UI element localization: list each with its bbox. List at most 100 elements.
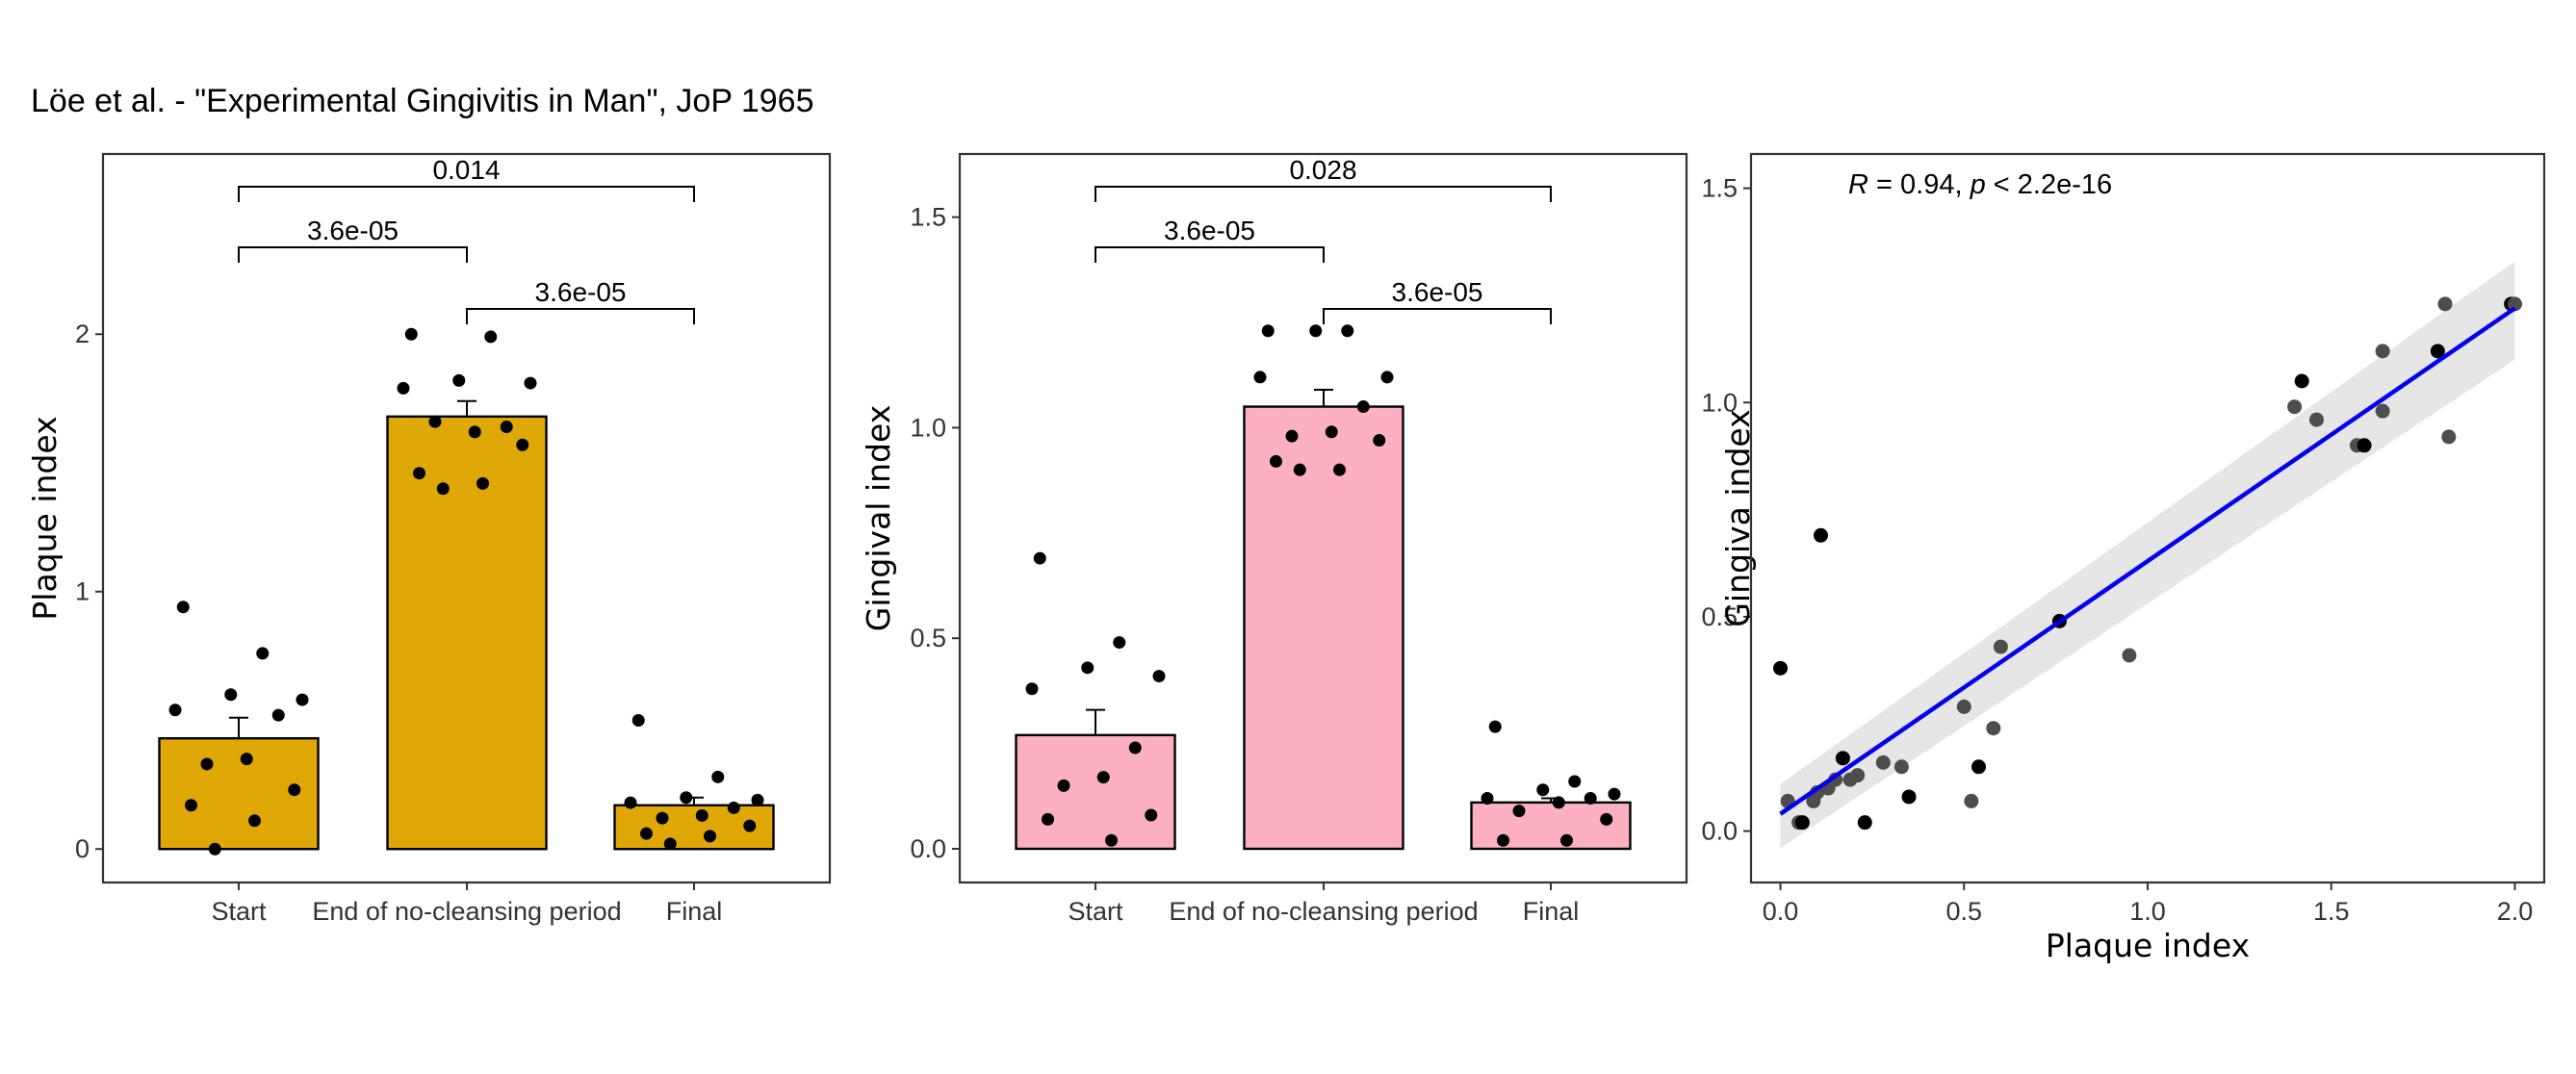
data-point <box>185 799 197 812</box>
scatter-point <box>1964 793 1979 808</box>
data-point <box>1309 324 1323 338</box>
data-point <box>1081 661 1095 675</box>
data-point <box>1488 720 1502 733</box>
y-tick-label: 1 <box>75 577 90 606</box>
x-tick-label: Final <box>666 897 723 926</box>
data-point <box>248 814 261 828</box>
significance-label-3: 0.028 <box>1289 155 1356 185</box>
data-point <box>656 811 669 825</box>
data-point <box>1128 741 1142 754</box>
panel-border <box>958 152 1688 884</box>
scatter-point <box>1993 639 2008 654</box>
scatter-point <box>2294 373 2309 389</box>
annotation-r: R <box>1848 169 1868 200</box>
x-axis-title: Plaque index <box>2046 927 2250 964</box>
x-tick-label: 0.0 <box>1763 897 1799 926</box>
significance-bracket-3 <box>238 186 695 202</box>
y-tick-label: 2 <box>75 320 90 348</box>
data-point <box>1113 636 1126 650</box>
x-tick-label: Final <box>1523 897 1580 926</box>
scatter-point <box>1986 721 2001 736</box>
data-point <box>224 688 238 702</box>
data-point <box>1497 833 1509 847</box>
correlation-annotation: R = 0.94, p < 2.2e-16 <box>1848 169 2112 200</box>
y-tick-label: 1.5 <box>1701 174 1738 203</box>
bar-2 <box>386 415 548 851</box>
scatter-point <box>2287 399 2303 415</box>
data-point <box>1285 429 1299 443</box>
data-point <box>695 808 708 822</box>
data-point <box>1608 787 1621 801</box>
data-point <box>663 837 677 851</box>
x-tick-label: Start <box>211 897 267 926</box>
scatter-point <box>2507 296 2522 312</box>
scatter-point <box>1813 527 1828 543</box>
data-point <box>680 791 693 805</box>
scatter-point <box>1850 768 1866 783</box>
scatter-point <box>1893 759 1909 775</box>
data-point <box>404 327 418 341</box>
data-point <box>500 421 513 434</box>
bar-2 <box>1243 405 1404 851</box>
data-point <box>176 601 190 614</box>
scatter-point <box>1956 699 1971 714</box>
chart-panel-1: 3.6e-05 3.6e-05 0.014 Start End of no-cleans… <box>26 152 832 926</box>
y-tick-label: 0 <box>75 834 90 863</box>
data-point <box>436 482 450 496</box>
significance-bracket-2 <box>1323 308 1552 324</box>
data-point <box>1552 796 1565 809</box>
regression-line <box>1779 306 2516 816</box>
significance-bracket-3 <box>1095 186 1552 202</box>
data-point <box>1356 400 1370 414</box>
chart-panel-3: R = 0.94, p < 2.2e-16 0.0 0.5 1.0 1.5 2.0 Plaq… <box>1701 152 2546 964</box>
panel-border <box>1749 152 2546 884</box>
scatter-point <box>1901 789 1917 805</box>
y-tick-label: 0.5 <box>1701 602 1738 631</box>
data-point <box>1333 463 1346 476</box>
data-point <box>1560 833 1573 847</box>
data-point <box>256 647 270 660</box>
data-point <box>200 757 214 771</box>
x-tick-label: End of no-cleansing period <box>1169 897 1478 926</box>
data-point <box>1373 434 1386 448</box>
scatter-point <box>2375 403 2390 419</box>
scatter-point <box>2357 438 2372 453</box>
y-axis-title: Plaque index <box>26 416 64 620</box>
x-tick-label: Start <box>1068 897 1123 926</box>
data-point <box>1380 371 1394 384</box>
data-point <box>477 476 489 490</box>
data-point <box>1584 791 1597 805</box>
data-point <box>271 708 285 722</box>
y-tick-label: 0.0 <box>1701 817 1738 846</box>
data-point <box>1600 812 1613 826</box>
data-point <box>704 830 716 843</box>
data-point <box>1270 454 1282 468</box>
data-point <box>516 438 529 451</box>
data-point <box>1152 670 1166 683</box>
data-point <box>1105 833 1118 847</box>
data-point <box>168 703 182 717</box>
annotation-p: p <box>1970 169 1986 200</box>
scatter-point <box>1773 660 1789 676</box>
x-tick-label: End of no-cleansing period <box>312 897 621 926</box>
scatter-point <box>2375 344 2390 359</box>
scatter-point <box>2122 648 2137 663</box>
significance-label-2: 3.6e-05 <box>1392 277 1483 307</box>
data-point <box>524 376 537 390</box>
data-point <box>1512 805 1526 818</box>
data-point <box>1341 324 1354 338</box>
data-point <box>1025 682 1039 696</box>
data-point <box>727 801 740 814</box>
data-point <box>452 373 466 387</box>
data-point <box>208 842 221 856</box>
data-point <box>1293 463 1306 476</box>
scatter-point <box>2441 429 2457 445</box>
data-point <box>711 770 725 783</box>
scatter-point <box>1794 815 1810 831</box>
data-point <box>624 796 637 809</box>
x-tick-label: 0.5 <box>1945 897 1982 926</box>
significance-label-1: 3.6e-05 <box>307 216 399 245</box>
y-tick-label: 0.0 <box>910 834 946 863</box>
data-point <box>1481 791 1494 805</box>
